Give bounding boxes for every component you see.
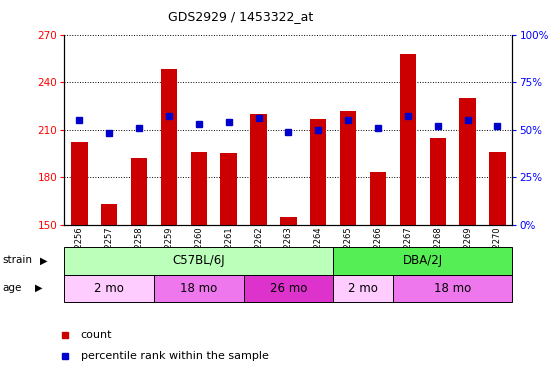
Bar <box>370 172 386 225</box>
Bar <box>489 152 506 225</box>
Bar <box>400 54 416 225</box>
Text: DBA/2J: DBA/2J <box>403 254 443 267</box>
Bar <box>280 217 297 225</box>
Text: age: age <box>3 283 22 293</box>
Text: 18 mo: 18 mo <box>180 282 217 295</box>
Bar <box>310 119 326 225</box>
Bar <box>154 275 244 302</box>
Bar <box>190 152 207 225</box>
Bar <box>393 275 512 302</box>
Bar <box>244 275 333 302</box>
Bar <box>71 142 87 225</box>
Text: count: count <box>81 331 112 341</box>
Text: ▶: ▶ <box>40 255 48 265</box>
Bar <box>161 70 177 225</box>
Bar <box>131 158 147 225</box>
Bar <box>221 153 237 225</box>
Text: strain: strain <box>3 255 33 265</box>
Text: 18 mo: 18 mo <box>434 282 472 295</box>
Bar <box>430 137 446 225</box>
Text: 26 mo: 26 mo <box>270 282 307 295</box>
Bar <box>333 247 512 275</box>
Text: C57BL/6J: C57BL/6J <box>172 254 225 267</box>
Bar <box>250 114 267 225</box>
Bar <box>101 204 118 225</box>
Text: 2 mo: 2 mo <box>348 282 378 295</box>
Text: 2 mo: 2 mo <box>94 282 124 295</box>
Bar <box>64 275 154 302</box>
Bar <box>340 111 356 225</box>
Text: GDS2929 / 1453322_at: GDS2929 / 1453322_at <box>168 10 314 23</box>
Bar <box>333 275 393 302</box>
Text: ▶: ▶ <box>35 283 42 293</box>
Bar <box>64 247 333 275</box>
Text: percentile rank within the sample: percentile rank within the sample <box>81 351 268 361</box>
Bar <box>459 98 476 225</box>
